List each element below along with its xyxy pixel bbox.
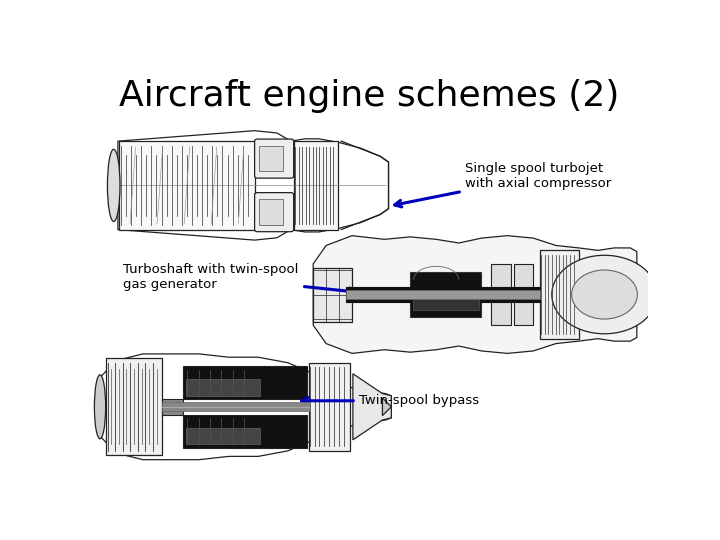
Ellipse shape <box>107 149 120 221</box>
Text: Turboshaft with twin-spool
gas generator: Turboshaft with twin-spool gas generator <box>124 263 356 295</box>
Text: Single spool turbojet
with axial compressor: Single spool turbojet with axial compres… <box>395 162 611 207</box>
Bar <box>346 290 540 299</box>
Bar <box>540 251 579 339</box>
Circle shape <box>552 255 657 334</box>
FancyBboxPatch shape <box>255 193 294 232</box>
Bar <box>120 141 255 230</box>
Bar <box>183 366 307 399</box>
Text: Twin-spool bypass: Twin-spool bypass <box>302 394 479 407</box>
Bar <box>491 264 510 325</box>
Bar <box>162 399 183 415</box>
Bar <box>313 267 352 321</box>
Polygon shape <box>313 235 637 353</box>
Bar <box>413 294 479 310</box>
Bar <box>410 273 482 316</box>
Bar <box>294 141 338 230</box>
Polygon shape <box>118 131 389 240</box>
Text: Aircraft engine schemes (2): Aircraft engine schemes (2) <box>119 79 619 113</box>
Bar <box>186 379 260 396</box>
Bar <box>186 428 260 444</box>
Ellipse shape <box>94 375 106 438</box>
Bar <box>308 363 350 451</box>
Bar <box>259 199 282 225</box>
Bar <box>106 359 162 455</box>
Polygon shape <box>102 354 392 460</box>
Circle shape <box>572 270 637 319</box>
Bar <box>514 264 534 325</box>
FancyBboxPatch shape <box>255 139 294 178</box>
Bar <box>259 146 282 171</box>
Bar <box>162 402 310 411</box>
Polygon shape <box>382 398 392 416</box>
Bar <box>183 415 307 448</box>
Polygon shape <box>353 374 392 440</box>
Bar <box>346 287 540 302</box>
